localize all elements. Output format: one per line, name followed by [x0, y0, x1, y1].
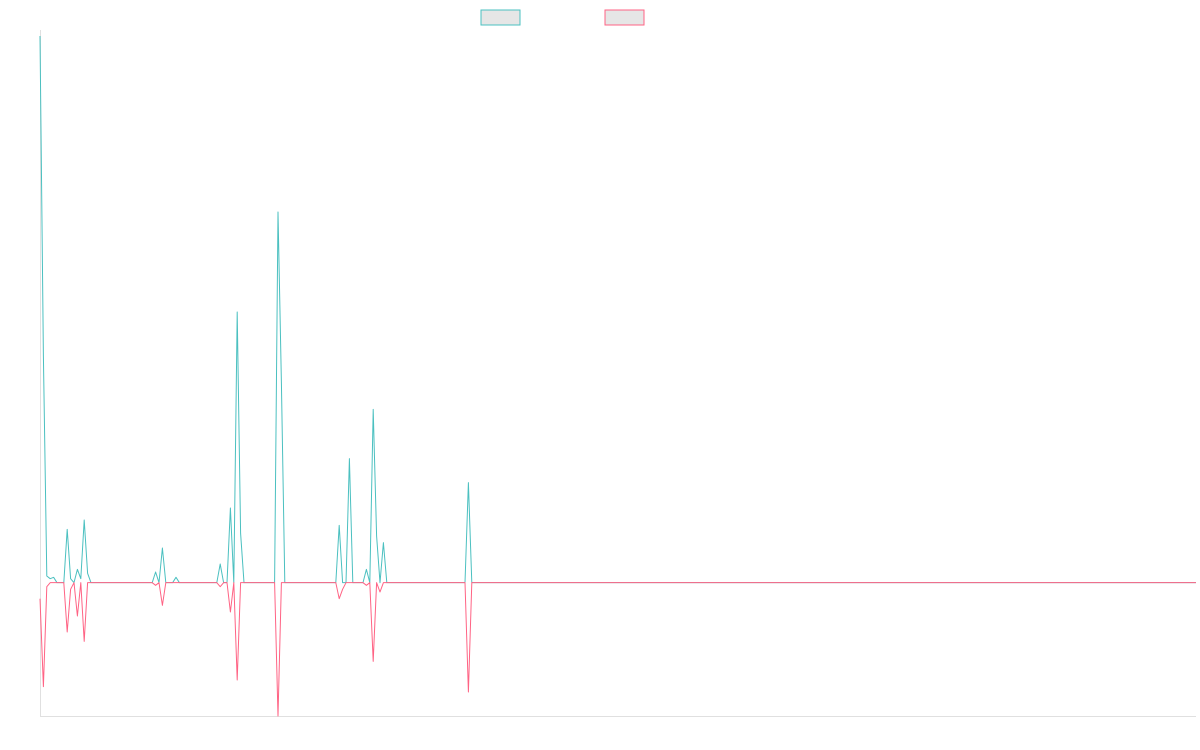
plot-area	[39, 35, 1196, 717]
legend-swatch-series-2[interactable]	[604, 9, 645, 26]
legend-swatch-series-1[interactable]	[480, 9, 521, 26]
axes	[40, 30, 1196, 717]
series-2-line	[39, 582, 1196, 717]
legend	[480, 9, 645, 26]
series-1-line	[39, 35, 1196, 584]
